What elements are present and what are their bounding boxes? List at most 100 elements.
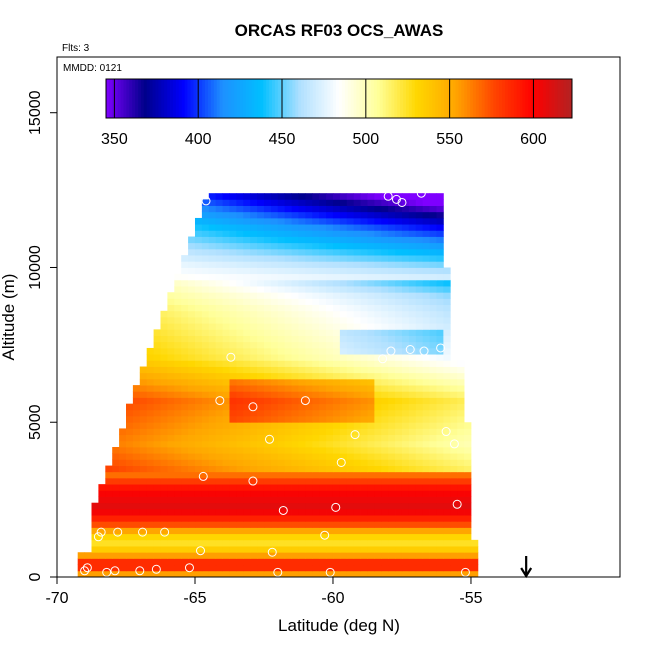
heatmap-cell <box>194 236 203 244</box>
heatmap-cell <box>250 279 258 287</box>
heatmap-cell <box>181 558 189 566</box>
heatmap-cell <box>353 236 361 244</box>
heatmap-cell <box>415 434 424 442</box>
heatmap-cell <box>229 471 237 479</box>
heatmap-cell <box>263 329 272 336</box>
heatmap-cell <box>188 465 196 473</box>
heatmap-cell <box>353 199 361 206</box>
heatmap-cell <box>388 329 396 336</box>
heatmap-cell <box>298 440 306 448</box>
heatmap-cell <box>284 484 292 491</box>
colorbar-tick-label: 400 <box>185 131 212 148</box>
heatmap-cell <box>270 564 279 572</box>
heatmap-cell <box>319 533 327 541</box>
heatmap-cell <box>105 533 113 541</box>
heatmap-cell <box>146 570 154 578</box>
heatmap-cell <box>167 341 175 349</box>
y-tick-label: 5000 <box>27 404 44 440</box>
heatmap-cell <box>263 416 272 423</box>
heatmap-cell <box>277 471 286 479</box>
heatmap-cell <box>270 558 279 566</box>
heatmap-cell <box>277 527 286 535</box>
heatmap-cell <box>305 477 313 485</box>
heatmap-cell <box>181 416 189 423</box>
heatmap-cell <box>291 347 299 355</box>
heatmap-cell <box>119 527 127 535</box>
heatmap-cell <box>408 465 417 473</box>
heatmap-cell <box>194 397 203 405</box>
heatmap-cell <box>263 286 272 293</box>
heatmap-cell <box>270 539 279 547</box>
heatmap-cell <box>146 496 154 504</box>
heatmap-cell <box>270 261 279 268</box>
heatmap-cell <box>436 323 444 330</box>
colorbar-swatch <box>298 79 302 118</box>
heatmap-cell <box>181 539 189 547</box>
heatmap-cell <box>263 224 272 231</box>
colorbar-swatch <box>239 79 244 118</box>
heatmap-cell <box>408 267 417 275</box>
heatmap-cell <box>284 496 292 504</box>
heatmap-cell <box>250 366 258 374</box>
heatmap-cell <box>374 490 382 497</box>
heatmap-cell <box>360 224 368 231</box>
heatmap-cell <box>167 422 175 429</box>
heatmap-cell <box>174 477 182 485</box>
heatmap-cell <box>339 193 348 200</box>
heatmap-cell <box>353 447 361 454</box>
sample-marker <box>82 563 92 573</box>
colorbar-tick-label: 550 <box>436 131 463 148</box>
heatmap-cell <box>222 298 230 306</box>
heatmap-cell <box>270 378 279 386</box>
heatmap-cell <box>222 440 230 448</box>
heatmap-cell <box>443 323 451 330</box>
heatmap-cell <box>422 360 430 367</box>
heatmap-cell <box>270 533 279 541</box>
heatmap-cell <box>126 552 134 559</box>
heatmap-cell <box>346 558 355 566</box>
heatmap-cell <box>305 310 313 318</box>
heatmap-cell <box>132 490 141 497</box>
heatmap-cell <box>257 341 265 349</box>
heatmap-cell <box>284 403 292 411</box>
heatmap-cell <box>236 428 244 436</box>
heatmap-cell <box>367 558 375 566</box>
heatmap-cell <box>408 570 417 578</box>
heatmap-cell <box>381 416 389 423</box>
heatmap-cell <box>270 347 279 355</box>
heatmap-cell <box>367 292 375 299</box>
heatmap-cell <box>374 236 382 244</box>
heatmap-cell <box>443 397 451 405</box>
heatmap-cell <box>374 385 382 392</box>
heatmap-cell <box>436 292 444 299</box>
heatmap-cell <box>208 298 217 306</box>
heatmap-cell <box>263 242 272 250</box>
heatmap-cell <box>298 416 306 423</box>
heatmap-cell <box>436 273 444 281</box>
heatmap-cell <box>112 447 120 454</box>
heatmap-cell <box>201 484 210 491</box>
heatmap-cell <box>388 533 396 541</box>
heatmap-cell <box>257 372 265 380</box>
heatmap-cell <box>298 403 306 411</box>
heatmap-cell <box>277 539 286 547</box>
heatmap-cell <box>367 453 375 460</box>
heatmap-cell <box>422 409 430 417</box>
sample-marker <box>419 346 429 356</box>
colorbar-swatch <box>493 79 497 118</box>
heatmap-cell <box>229 292 237 299</box>
heatmap-cell <box>450 397 458 405</box>
heatmap-cell <box>277 453 286 460</box>
heatmap-cell <box>181 341 189 349</box>
heatmap-cell <box>139 490 148 497</box>
colorbar-swatch <box>394 79 398 118</box>
heatmap-cell <box>284 323 292 330</box>
heatmap-cell <box>188 378 196 386</box>
heatmap-cell <box>188 440 196 448</box>
heatmap-cell <box>236 230 244 237</box>
heatmap-cell <box>388 385 396 392</box>
heatmap-cell <box>243 422 251 429</box>
heatmap-cell <box>174 329 182 336</box>
heatmap-cell <box>98 490 106 497</box>
heatmap-cell <box>401 453 410 460</box>
